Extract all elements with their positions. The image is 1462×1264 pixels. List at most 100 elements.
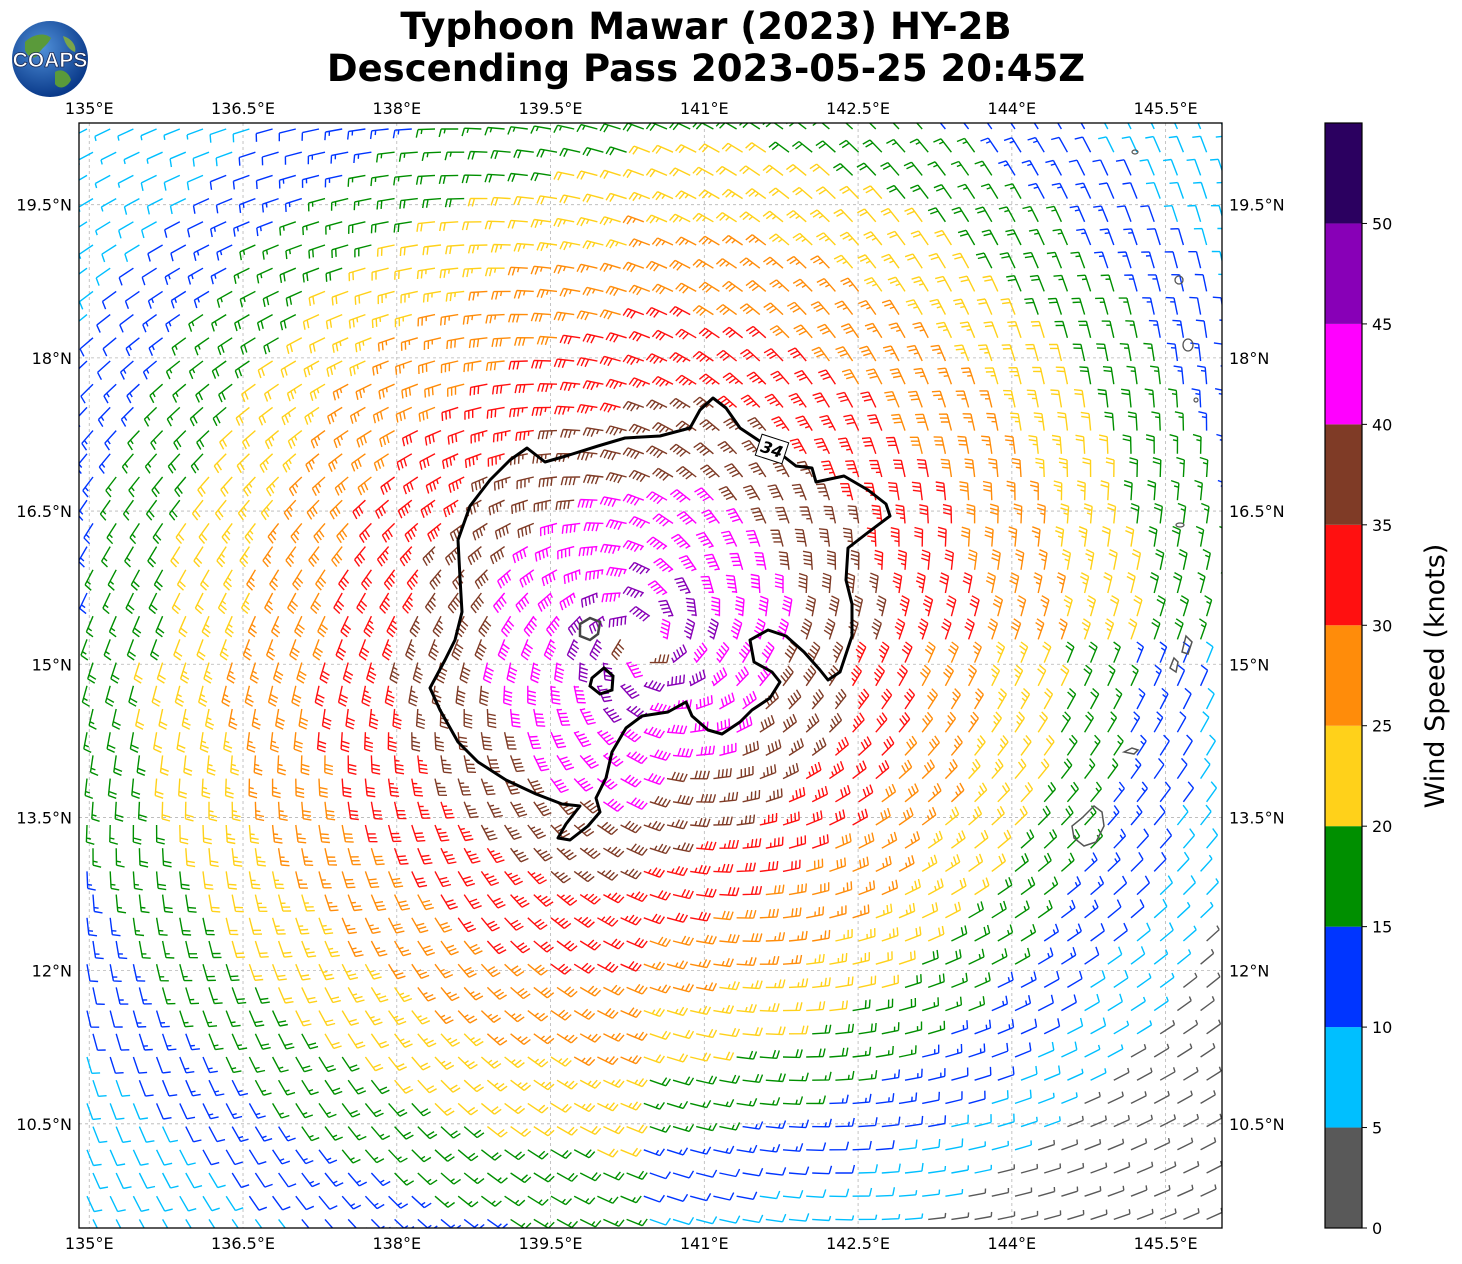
wind-barb	[719, 1215, 741, 1224]
wind-barb	[788, 738, 804, 756]
wind-barb	[201, 615, 211, 638]
wind-barb	[1004, 183, 1022, 199]
wind-barb	[393, 221, 412, 233]
wind-barb	[1066, 687, 1077, 710]
wind-barb	[698, 327, 720, 339]
wind-barb	[1019, 641, 1029, 663]
wind-barb	[467, 150, 488, 160]
wind-barb	[86, 917, 98, 937]
wind-barb	[722, 372, 744, 385]
wind-barb	[1001, 344, 1016, 362]
wind-barb	[912, 321, 929, 339]
wind-barb	[1078, 320, 1092, 338]
wind-barb	[100, 546, 111, 568]
wind-barb	[170, 546, 181, 568]
wind-barb	[350, 453, 366, 472]
wind-barb	[1090, 1209, 1108, 1221]
wind-barb	[898, 1139, 918, 1151]
wind-barb	[370, 987, 389, 1003]
wind-barb	[991, 758, 1004, 780]
wind-barb	[179, 662, 190, 684]
wind-barb	[672, 1123, 695, 1133]
wind-barb	[467, 197, 488, 207]
wind-barb	[950, 160, 970, 176]
wind-barb	[270, 615, 281, 638]
wind-barb	[1201, 502, 1210, 524]
wind-barb	[585, 569, 604, 581]
wind-barb	[936, 321, 953, 339]
wind-barb	[464, 406, 482, 420]
wind-barb	[951, 1114, 969, 1128]
wind-barb	[645, 353, 668, 365]
wind-barb	[324, 1172, 344, 1187]
wind-barb	[934, 229, 952, 246]
wind-barb	[806, 1048, 826, 1058]
wind-barb	[185, 1126, 202, 1143]
wind-barb	[417, 847, 433, 865]
wind-barb	[179, 1103, 196, 1120]
wind-barb	[742, 1121, 764, 1130]
wind-barb	[576, 263, 598, 273]
wind-barb	[442, 453, 459, 470]
wind-barb	[1071, 297, 1086, 315]
wind-barb	[1067, 1115, 1084, 1128]
wind-barb	[815, 186, 836, 200]
wind-barb	[643, 773, 665, 785]
wind-barb	[1078, 526, 1088, 547]
wind-barb	[984, 367, 999, 385]
wind-barb	[1130, 1138, 1148, 1151]
wind-barb	[1116, 205, 1132, 223]
wind-barb	[715, 165, 737, 176]
wind-barb	[747, 416, 767, 432]
wind-barb	[1215, 135, 1222, 138]
wind-barb	[1173, 365, 1185, 385]
wind-barb	[875, 903, 893, 919]
lon-tick-label-top: 138°E	[372, 99, 421, 118]
wind-barb	[115, 848, 125, 868]
wind-barb	[812, 1215, 832, 1222]
wind-barb	[248, 1056, 266, 1073]
wind-barb	[82, 476, 94, 498]
wind-barb	[302, 313, 320, 330]
wind-barb	[440, 1079, 461, 1093]
wind-barb	[1089, 687, 1100, 710]
wind-barb	[1223, 458, 1231, 478]
wind-barb	[531, 406, 552, 416]
wind-barb	[424, 592, 437, 614]
wind-barb	[132, 1195, 150, 1212]
lat-tick-label-right: 15°N	[1229, 655, 1269, 674]
wind-barb	[378, 383, 395, 400]
wind-barb	[599, 262, 621, 272]
lon-tick-label-top: 136.5°E	[211, 99, 275, 118]
wind-barb	[898, 855, 915, 873]
wind-barb	[1013, 503, 1023, 524]
wind-barb	[886, 138, 906, 153]
wind-barb	[115, 987, 129, 1005]
wind-barb	[228, 708, 238, 730]
wind-barb	[1107, 899, 1122, 919]
wind-barb	[782, 907, 802, 919]
wind-barb	[1166, 342, 1179, 362]
wind-barb	[463, 801, 479, 819]
wind-barb	[1197, 123, 1202, 130]
wind-barb	[834, 688, 847, 710]
wind-barb	[318, 1056, 337, 1073]
wind-barb	[1224, 1137, 1239, 1150]
wind-barb	[1216, 181, 1222, 184]
wind-barb	[423, 337, 442, 351]
wind-barb	[1084, 899, 1099, 919]
wind-barb	[520, 639, 534, 661]
wind-barb	[696, 841, 717, 851]
wind-barb	[649, 702, 671, 714]
wind-barb	[509, 406, 528, 418]
wind-barb	[812, 1024, 832, 1035]
wind-barb	[286, 383, 303, 402]
wind-barb	[256, 313, 273, 331]
wind-barb	[768, 141, 790, 153]
wind-barb	[933, 138, 952, 153]
wind-barb	[513, 196, 534, 206]
wind-barb	[1068, 159, 1086, 176]
wind-barb	[144, 453, 158, 474]
wind-barb	[1083, 503, 1093, 524]
wind-barb	[1053, 274, 1069, 292]
